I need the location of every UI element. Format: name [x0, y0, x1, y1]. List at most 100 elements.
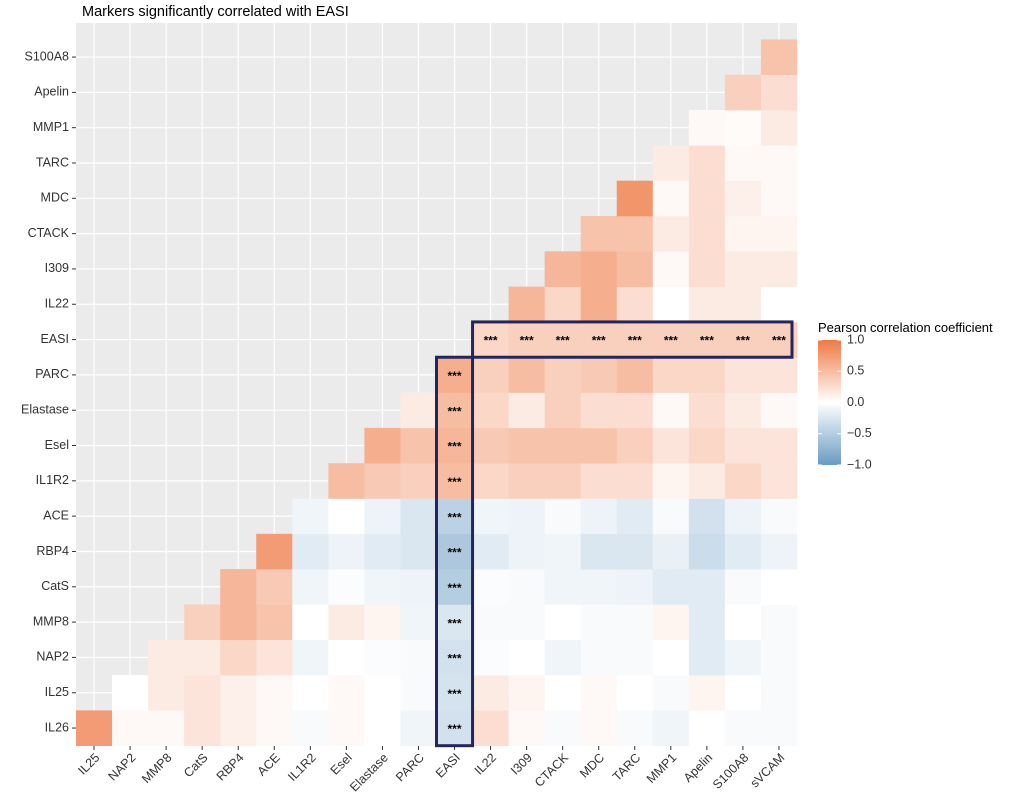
- heat-tile: [256, 639, 293, 676]
- significance-label: ***: [448, 652, 462, 666]
- heat-tile: [256, 533, 293, 570]
- heat-tile: [400, 639, 437, 676]
- heat-tile: [616, 533, 654, 570]
- heat-tile: [508, 710, 545, 746]
- heat-tile: [472, 463, 509, 499]
- heat-tile: [400, 710, 437, 746]
- heat-tile: [472, 569, 509, 605]
- heat-tile: [652, 286, 690, 323]
- heat-tile: [616, 427, 654, 464]
- heat-tile: [616, 251, 654, 287]
- heat-tile: [364, 463, 401, 499]
- heat-tile: [652, 251, 690, 287]
- heat-tile: [400, 604, 437, 641]
- heat-tile: [616, 710, 654, 746]
- heat-tile: [544, 533, 581, 570]
- heat-tile: [724, 569, 762, 605]
- heat-tile: [616, 639, 654, 676]
- heat-tile: [436, 639, 473, 676]
- heat-tile: [292, 639, 329, 676]
- heat-tile: [328, 463, 365, 499]
- heat-tile: [688, 357, 726, 393]
- heat-tile: [724, 604, 762, 641]
- heat-tile: [724, 110, 762, 146]
- heat-tile: [508, 392, 545, 429]
- heat-tile: [472, 639, 509, 676]
- heat-tile: [220, 710, 257, 746]
- x-tick-label: S100A8: [710, 751, 751, 792]
- heat-tile: [652, 639, 690, 676]
- heat-tile: [724, 145, 762, 181]
- heat-tile: [724, 251, 762, 287]
- heat-tile: [760, 639, 798, 676]
- x-tick-label: MMP8: [139, 751, 174, 786]
- y-tick-label: I309: [45, 261, 69, 275]
- x-tick-label: I309: [508, 751, 535, 778]
- x-tick-label: IL25: [75, 751, 102, 778]
- heat-tile: [616, 180, 654, 217]
- heat-tile: [256, 710, 293, 746]
- y-tick-label: MMP1: [33, 120, 69, 134]
- significance-label: ***: [592, 334, 606, 348]
- x-tick-label: CatS: [181, 751, 211, 781]
- x-tick-label: EASI: [433, 751, 463, 781]
- y-tick-label: PARC: [35, 367, 69, 381]
- heat-tile: [184, 604, 221, 641]
- heat-tile: [580, 463, 618, 499]
- x-tick-label: TARC: [610, 751, 643, 784]
- heat-tile: [652, 569, 690, 605]
- heat-tile: [148, 710, 185, 746]
- heat-tile: [652, 357, 690, 393]
- heat-tile: [616, 321, 654, 358]
- y-tick-label: IL26: [45, 720, 69, 734]
- heat-tile: [472, 710, 509, 746]
- legend-title: Pearson correlation coefficient: [818, 320, 993, 335]
- heat-tile: [292, 675, 329, 711]
- y-tick-label: TARC: [36, 155, 69, 169]
- heat-tile: [400, 427, 437, 464]
- heat-tile: [760, 604, 798, 641]
- significance-label: ***: [628, 334, 642, 348]
- heat-tile: [688, 463, 726, 499]
- heat-tile: [652, 498, 690, 535]
- heat-tile: [760, 427, 798, 464]
- x-tick-label: RBP4: [214, 751, 247, 784]
- heat-tile: [436, 392, 473, 429]
- heat-tile: [724, 286, 762, 323]
- heat-tile: [472, 604, 509, 641]
- y-tick-label: EASI: [41, 332, 70, 346]
- heat-tile: [544, 710, 581, 746]
- significance-label: ***: [448, 722, 462, 736]
- significance-label: ***: [448, 546, 462, 560]
- heat-tile: [544, 286, 581, 323]
- x-tick-label: IL1R2: [285, 751, 319, 785]
- heat-tile: [616, 392, 654, 429]
- heat-tile: [508, 286, 545, 323]
- heat-tile: [760, 251, 798, 287]
- y-tick-label: NAP2: [36, 650, 69, 664]
- heat-tile: [544, 357, 581, 393]
- heat-tile: [544, 392, 581, 429]
- heat-tile: [580, 710, 618, 746]
- heat-tile: [616, 463, 654, 499]
- heat-tile: [580, 604, 618, 641]
- heat-tile: [760, 710, 798, 746]
- heat-tile: [436, 604, 473, 641]
- heat-tile: [544, 463, 581, 499]
- heat-tile: [724, 463, 762, 499]
- heat-tile: [364, 639, 401, 676]
- heat-tile: [508, 427, 545, 464]
- heat-tile: [760, 74, 798, 111]
- heat-tile: [688, 321, 726, 358]
- heat-tile: [724, 533, 762, 570]
- x-tick-label: Elastase: [347, 751, 391, 795]
- heat-tile: [652, 145, 690, 181]
- heat-tile: [688, 110, 726, 146]
- heat-tile: [760, 463, 798, 499]
- heat-tile: [580, 251, 618, 287]
- x-tick-label: CTACK: [532, 750, 572, 790]
- heat-tile: [724, 639, 762, 676]
- heat-tile: [400, 533, 437, 570]
- heat-tile: [760, 357, 798, 393]
- y-tick-label: IL22: [45, 297, 69, 311]
